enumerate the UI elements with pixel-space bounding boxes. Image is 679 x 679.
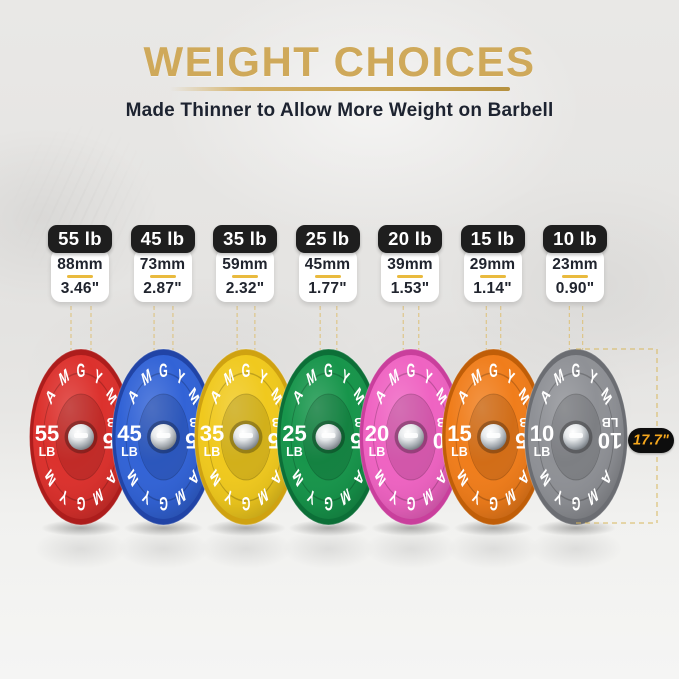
weight-badge: 20 lb — [378, 225, 442, 253]
weight-badge: 25 lb — [295, 225, 360, 253]
svg-text:15: 15 — [447, 421, 471, 446]
svg-text:G: G — [242, 361, 251, 382]
thickness-inch: 2.32" — [225, 280, 265, 297]
thickness-inch: 1.14" — [473, 280, 512, 297]
diameter-label: 17.7" — [628, 428, 674, 453]
svg-text:G: G — [407, 492, 416, 513]
svg-text:G: G — [572, 492, 581, 513]
weight-plate-45lb: AMGYMAMGYM45LB45LB — [111, 348, 216, 526]
svg-text:G: G — [242, 492, 251, 513]
diameter-value: 17.7" — [632, 432, 670, 448]
svg-text:LB: LB — [286, 445, 303, 459]
svg-text:25: 25 — [282, 421, 306, 446]
svg-text:G: G — [324, 492, 333, 513]
thickness-panel: 45mm 1.77" — [298, 249, 357, 302]
gold-divider-icon — [67, 275, 93, 278]
thickness-panel: 59mm 2.32" — [216, 249, 274, 302]
svg-text:35: 35 — [200, 421, 224, 446]
thickness-panel: 39mm 1.53" — [381, 249, 439, 302]
svg-text:LB: LB — [602, 415, 619, 429]
thickness-mm: 73mm — [139, 256, 186, 273]
weight-plate-55lb: AMGYMAMGYM55LB55LB — [29, 348, 133, 526]
subtitle: Made Thinner to Allow More Weight on Bar… — [125, 99, 554, 121]
title-underline — [169, 87, 510, 91]
weight-plate-15lb: AMGYMAMGYM15LB15LB — [441, 348, 546, 526]
svg-text:G: G — [159, 361, 168, 382]
svg-text:LB: LB — [121, 445, 138, 459]
svg-text:LB: LB — [534, 445, 551, 459]
thickness-mm: 39mm — [387, 256, 433, 273]
svg-text:G: G — [324, 361, 333, 382]
svg-text:LB: LB — [39, 445, 56, 459]
svg-text:G: G — [489, 361, 498, 382]
svg-text:LB: LB — [451, 445, 468, 459]
svg-text:20: 20 — [365, 421, 389, 446]
gold-divider-icon — [149, 275, 176, 278]
thickness-card-55lb: 55 lb 88mm 3.46" — [48, 225, 112, 302]
svg-text:LB: LB — [204, 445, 221, 459]
thickness-card-25lb: 25 lb 45mm 1.77" — [295, 225, 360, 302]
thickness-mm: 23mm — [552, 256, 598, 273]
thickness-inch: 2.87" — [143, 280, 182, 297]
thickness-mm: 45mm — [304, 256, 351, 273]
thickness-mm: 59mm — [222, 256, 268, 273]
thickness-card-45lb: 45 lb 73mm 2.87" — [130, 225, 195, 302]
thickness-inch: 1.53" — [390, 280, 430, 297]
svg-text:G: G — [77, 492, 86, 513]
gold-divider-icon — [397, 275, 423, 278]
header: WEIGHT CHOICES Made Thinner to Allow Mor… — [0, 40, 679, 122]
thickness-inch: 0.90" — [555, 280, 595, 297]
svg-text:G: G — [572, 361, 581, 382]
thickness-card-15lb: 15 lb 29mm 1.14" — [460, 225, 525, 302]
svg-text:55: 55 — [35, 421, 59, 446]
weight-badge: 55 lb — [48, 225, 112, 253]
thickness-card-20lb: 20 lb 39mm 1.53" — [378, 225, 442, 302]
gold-divider-icon — [562, 275, 588, 278]
gold-divider-icon — [479, 275, 506, 278]
thickness-panel: 88mm 3.46" — [51, 249, 109, 302]
thickness-card-35lb: 35 lb 59mm 2.32" — [213, 225, 277, 302]
gold-divider-icon — [314, 275, 341, 278]
svg-text:LB: LB — [369, 445, 386, 459]
thickness-inch: 1.77" — [308, 280, 347, 297]
weight-badge: 45 lb — [130, 225, 195, 253]
svg-text:G: G — [77, 361, 86, 382]
page-title: WEIGHT CHOICES — [143, 38, 536, 85]
gold-divider-icon — [232, 275, 258, 278]
weight-badge: 35 lb — [213, 225, 277, 253]
thickness-mm: 29mm — [469, 256, 516, 273]
weight-badge: 15 lb — [460, 225, 525, 253]
weight-plate-35lb: AMGYMAMGYM35LB35LB — [194, 348, 298, 526]
svg-text:10: 10 — [598, 428, 622, 453]
weight-plate-20lb: AMGYMAMGYM20LB20LB — [359, 348, 463, 526]
thickness-panel: 73mm 2.87" — [133, 249, 192, 302]
svg-text:45: 45 — [117, 421, 141, 446]
thickness-inch: 3.46" — [60, 280, 100, 297]
svg-text:G: G — [159, 492, 168, 513]
svg-text:10: 10 — [530, 421, 554, 446]
weight-badge: 10 lb — [543, 225, 607, 253]
thickness-card-10lb: 10 lb 23mm 0.90" — [543, 225, 607, 302]
svg-text:G: G — [489, 492, 498, 513]
svg-text:G: G — [407, 361, 416, 382]
thickness-panel: 29mm 1.14" — [463, 249, 522, 302]
thickness-mm: 88mm — [57, 256, 103, 273]
cards-row: 55 lb 88mm 3.46" 45 lb 73mm 2.87" 35 lb … — [48, 225, 607, 302]
thickness-panel: 23mm 0.90" — [546, 249, 604, 302]
